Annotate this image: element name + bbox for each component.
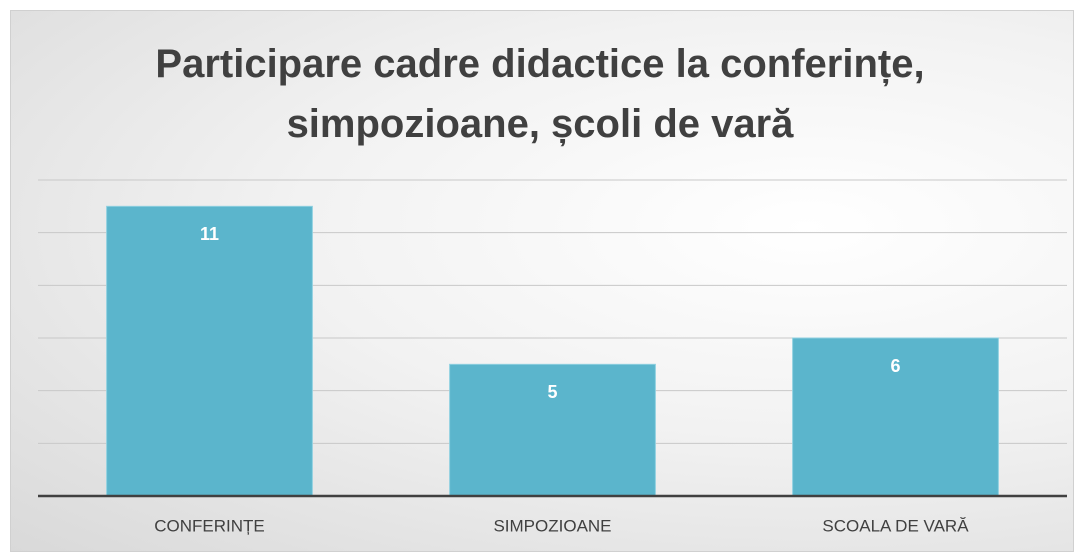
chart-title: Participare cadre didactice la conferinț…	[155, 42, 925, 146]
data-label: 6	[890, 356, 900, 376]
bar	[792, 337, 999, 497]
bar	[449, 363, 656, 497]
x-tick-label: SCOALA DE VARĂ	[822, 516, 969, 535]
x-tick-label: SIMPOZIOANE	[493, 516, 611, 535]
x-tick-label: CONFERINȚE	[154, 516, 265, 535]
data-label: 5	[547, 382, 557, 402]
data-label: 11	[200, 224, 219, 244]
bar	[106, 205, 313, 497]
